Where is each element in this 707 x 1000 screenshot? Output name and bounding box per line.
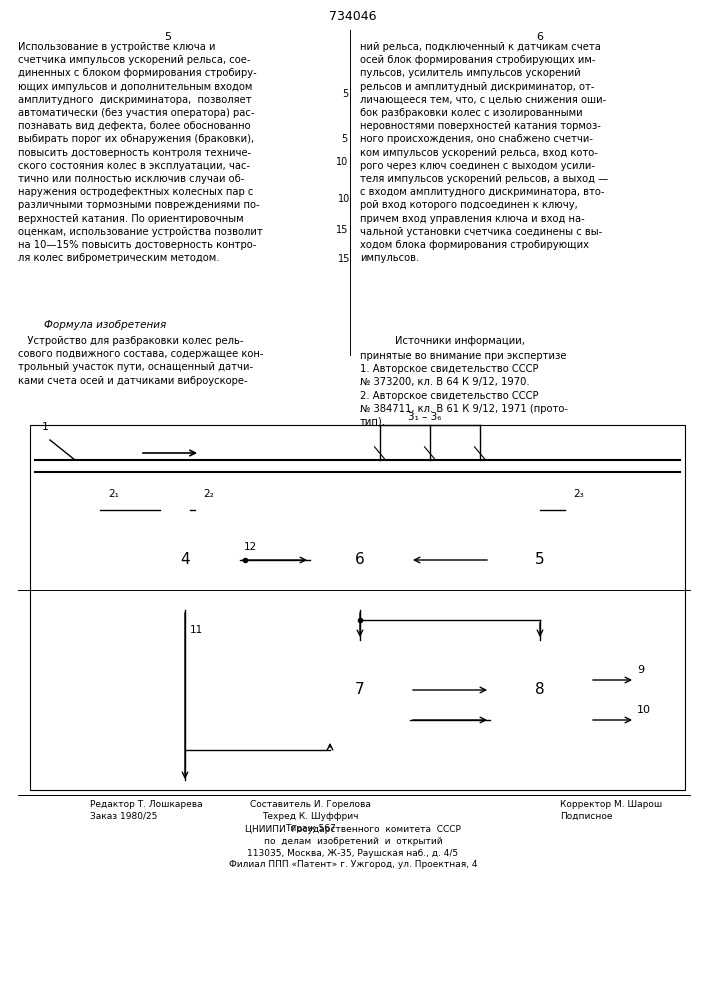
Text: ЦНИИПИ  Государственного  комитета  СССР
по  делам  изобретений  и  открытий
113: ЦНИИПИ Государственного комитета СССР по…	[229, 825, 477, 869]
Bar	[30, 425, 685, 790]
Text: Корректор М. Шарош
Подписное: Корректор М. Шарош Подписное	[560, 800, 662, 821]
Text: 7: 7	[355, 682, 365, 698]
Text: 2₂: 2₂	[203, 489, 214, 499]
Polygon shape	[184, 478, 206, 494]
Text: принятые во внимание при экспертизе
1. Авторское свидетельство СССР
№ 373200, кл: принятые во внимание при экспертизе 1. А…	[360, 351, 568, 427]
Text: 6: 6	[355, 552, 365, 568]
Text: Формула изобретения: Формула изобретения	[44, 320, 166, 330]
Bar	[310, 640, 410, 740]
Text: Редактор Т. Лошкарева
Заказ 1980/25: Редактор Т. Лошкарева Заказ 1980/25	[90, 800, 203, 821]
Text: 5: 5	[341, 89, 348, 99]
Bar	[474, 447, 486, 460]
Text: Использование в устройстве ключа и
счетчика импульсов ускорений рельса, сое-
дин: Использование в устройстве ключа и счетч…	[18, 42, 263, 263]
Text: ний рельса, подключенный к датчикам счета
осей блок формирования стробирующих им: ний рельса, подключенный к датчикам счет…	[360, 42, 608, 263]
Text: 11: 11	[190, 625, 203, 635]
Text: 10: 10	[338, 194, 350, 204]
Text: 734046: 734046	[329, 10, 377, 23]
Text: 10: 10	[336, 157, 348, 167]
Text: 15: 15	[336, 225, 348, 235]
Text: 10: 10	[637, 705, 651, 715]
Text: 5: 5	[535, 552, 545, 568]
Text: 12: 12	[244, 542, 257, 552]
Text: 4: 4	[180, 552, 189, 568]
Polygon shape	[554, 478, 576, 494]
Bar	[310, 510, 410, 610]
Text: Составитель И. Горелова
Техред К. Шуффрич
Тираж 567: Составитель И. Горелова Техред К. Шуффри…	[250, 800, 370, 833]
Text: 1: 1	[42, 422, 49, 432]
Bar	[130, 510, 240, 610]
Text: 2₁: 2₁	[108, 489, 119, 499]
Bar	[424, 447, 436, 460]
Polygon shape	[89, 478, 111, 494]
Text: 8: 8	[535, 682, 545, 698]
Bar	[375, 447, 385, 460]
Bar	[490, 640, 590, 740]
Text: 2₃: 2₃	[573, 489, 584, 499]
Text: 3₁ – 3₆: 3₁ – 3₆	[409, 412, 442, 422]
Bar	[490, 510, 590, 610]
Text: Источники информации,: Источники информации,	[395, 336, 525, 346]
Text: 9: 9	[637, 665, 644, 675]
Text: 6: 6	[537, 32, 544, 42]
Text: 5: 5	[165, 32, 172, 42]
Text: 5: 5	[341, 134, 347, 144]
Text: Устройство для разбраковки колес рель-
сового подвижного состава, содержащее кон: Устройство для разбраковки колес рель- с…	[18, 336, 264, 386]
Text: 15: 15	[338, 254, 350, 264]
